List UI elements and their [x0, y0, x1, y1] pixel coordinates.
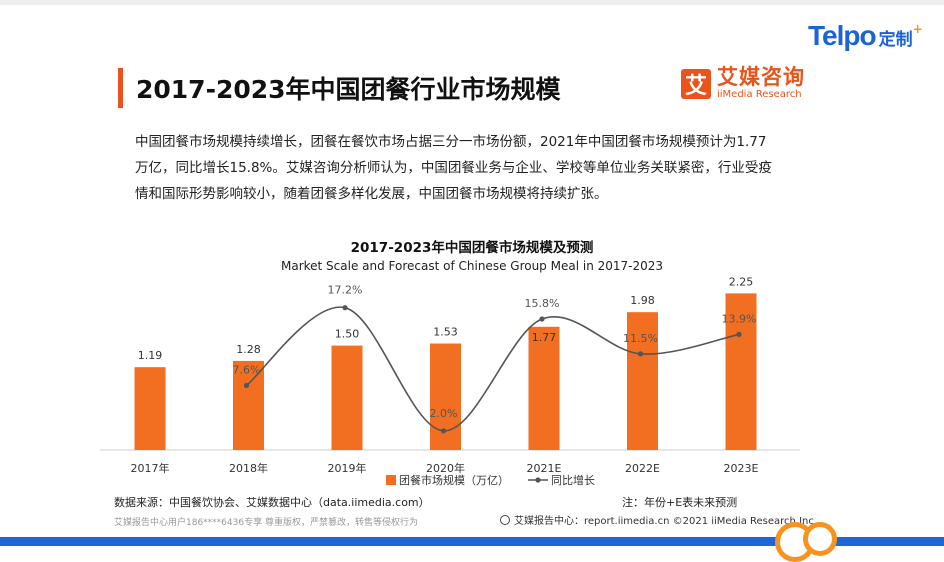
iimedia-name-en: iiMedia Research	[717, 89, 802, 100]
bar	[233, 360, 264, 450]
growth-rate-line	[246, 306, 740, 432]
iimedia-name-cn: 艾媒咨询	[717, 65, 805, 89]
x-tick-label: 2018年	[229, 461, 268, 475]
bar-value-label: 1.77	[532, 331, 557, 344]
chart-title: 2017-2023年中国团餐市场规模及预测	[350, 240, 594, 256]
footer-copyright-notice: 艾媒报告中心用户186****6436专享 尊重版权，严禁篡改，转售等侵权行为	[114, 518, 418, 528]
footer-report-center: 艾媒报告中心：report.iimedia.cn ©2021 iiMedia R…	[500, 512, 814, 527]
bar	[134, 367, 166, 450]
growth-rate-point	[736, 331, 742, 338]
title-accent-bar	[118, 68, 123, 108]
growth-rate-label: 17.2%	[328, 284, 363, 297]
bar-value-label: 2.25	[729, 275, 754, 288]
x-tick-label: 2022E	[625, 462, 660, 475]
growth-rate-label: 7.6%	[233, 363, 261, 376]
bar-value-label: 1.19	[138, 349, 163, 362]
growth-rate-label: 11.5%	[623, 332, 658, 345]
bar	[430, 343, 461, 450]
data-source: 数据来源：中国餐饮协会、艾媒数据中心（data.iimedia.com）	[114, 496, 430, 509]
bar	[331, 345, 363, 450]
growth-rate-label: 13.9%	[722, 312, 757, 325]
telpo-tag: 定制	[878, 30, 913, 50]
chart-subtitle: Market Scale and Forecast of Chinese Gro…	[280, 259, 664, 273]
legend-bar-label: 团餐市场规模（万亿）	[399, 473, 509, 487]
bar	[627, 312, 658, 450]
growth-rate-point	[342, 305, 348, 311]
copyright-icon	[500, 514, 510, 525]
bar-value-label: 1.50	[335, 328, 360, 341]
telpo-wordmark: Telpo	[808, 20, 877, 51]
intro-paragraph: 中国团餐市场规模持续增长，团餐在餐饮市场占据三分一市场份额，2021年中国团餐市…	[135, 134, 772, 202]
market-scale-chart: 1.19 1.28 1.50 1.53 1.77 1.98 2.25 7.6% 17.2% 2.0…	[100, 275, 800, 487]
growth-rate-point	[539, 316, 545, 322]
x-tick-label: 2017年	[131, 461, 170, 475]
x-tick-label: 2023E	[724, 462, 759, 475]
bar-value-label: 1.98	[630, 294, 655, 307]
legend-line-marker	[535, 477, 541, 483]
bar-value-label: 1.28	[236, 343, 261, 356]
bar	[725, 293, 757, 450]
growth-rate-point	[440, 428, 447, 434]
legend-bar-swatch	[386, 475, 396, 485]
bar	[528, 326, 560, 450]
x-tick-label: 2019年	[328, 461, 367, 475]
growth-rate-point	[637, 351, 644, 357]
growth-rate-point	[243, 382, 250, 389]
bottom-border	[0, 537, 944, 546]
footer-report-text: 艾媒报告中心：report.iimedia.cn ©2021 iiMedia R…	[514, 516, 814, 527]
bar-value-label: 1.53	[433, 326, 458, 339]
page-title: 2017-2023年中国团餐行业市场规模	[136, 75, 561, 104]
telpo-logo: Telpo 定制 +	[808, 20, 923, 52]
forecast-note: 注：年份+E表未来预测	[622, 496, 738, 509]
decorative-circle-icon	[803, 522, 837, 556]
top-border	[0, 0, 944, 5]
x-tick-label: 2021E	[527, 462, 562, 475]
growth-rate-label: 2.0%	[430, 407, 458, 420]
growth-rate-label: 15.8%	[525, 297, 560, 310]
x-tick-label: 2020年	[426, 461, 465, 475]
legend-line-label: 同比增长	[551, 473, 595, 487]
iimedia-logo: 艾 艾媒咨询 iiMedia Research	[681, 67, 805, 100]
telpo-plus: +	[912, 22, 923, 36]
iimedia-logo-mark: 艾	[681, 68, 711, 99]
